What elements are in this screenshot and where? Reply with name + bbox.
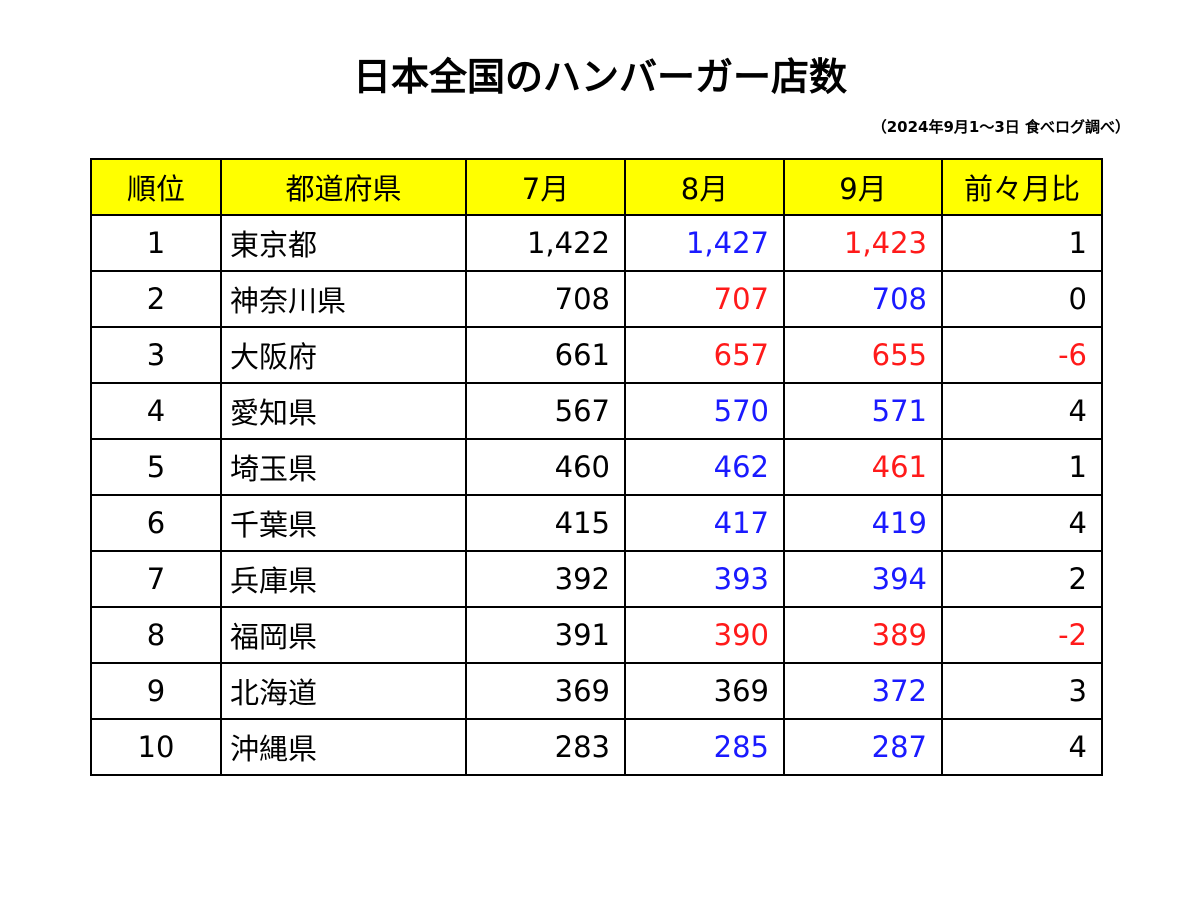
rank-cell: 1 — [90, 214, 222, 272]
july-count-cell: 369 — [465, 662, 626, 720]
prefecture-cell: 神奈川県 — [220, 270, 467, 328]
september-count-cell: 287 — [783, 718, 943, 776]
august-count-cell: 1,427 — [624, 214, 785, 272]
rank-cell: 7 — [90, 550, 222, 608]
rank-cell: 4 — [90, 382, 222, 440]
august-count-cell: 393 — [624, 550, 785, 608]
prefecture-cell: 大阪府 — [220, 326, 467, 384]
rank-cell: 3 — [90, 326, 222, 384]
diff-cell: -2 — [941, 606, 1103, 664]
prefecture-cell: 千葉県 — [220, 494, 467, 552]
august-count-cell: 570 — [624, 382, 785, 440]
september-count-cell: 708 — [783, 270, 943, 328]
prefecture-cell: 福岡県 — [220, 606, 467, 664]
diff-cell: 4 — [941, 494, 1103, 552]
july-count-cell: 1,422 — [465, 214, 626, 272]
table-row: 4 愛知県 567 570 571 4 — [90, 382, 1103, 440]
july-count-cell: 708 — [465, 270, 626, 328]
table-row: 9 北海道 369 369 372 3 — [90, 662, 1103, 720]
july-count-cell: 283 — [465, 718, 626, 776]
july-count-cell: 567 — [465, 382, 626, 440]
table-row: 2 神奈川県 708 707 708 0 — [90, 270, 1103, 328]
september-count-cell: 461 — [783, 438, 943, 496]
header-two-month-diff: 前々月比 — [941, 158, 1103, 216]
september-count-cell: 389 — [783, 606, 943, 664]
header-september: 9月 — [783, 158, 943, 216]
header-rank: 順位 — [90, 158, 222, 216]
header-july: 7月 — [465, 158, 626, 216]
diff-cell: 1 — [941, 438, 1103, 496]
diff-cell: -6 — [941, 326, 1103, 384]
september-count-cell: 419 — [783, 494, 943, 552]
rank-cell: 5 — [90, 438, 222, 496]
prefecture-cell: 沖縄県 — [220, 718, 467, 776]
header-august: 8月 — [624, 158, 785, 216]
september-count-cell: 571 — [783, 382, 943, 440]
burger-store-table: 順位 都道府県 7月 8月 9月 前々月比 1 東京都 1,422 1,427 1,42… — [90, 158, 1103, 776]
august-count-cell: 462 — [624, 438, 785, 496]
august-count-cell: 657 — [624, 326, 785, 384]
rank-cell: 10 — [90, 718, 222, 776]
prefecture-cell: 愛知県 — [220, 382, 467, 440]
prefecture-cell: 兵庫県 — [220, 550, 467, 608]
table-row: 6 千葉県 415 417 419 4 — [90, 494, 1103, 552]
august-count-cell: 369 — [624, 662, 785, 720]
july-count-cell: 391 — [465, 606, 626, 664]
page-title: 日本全国のハンバーガー店数 — [352, 55, 847, 99]
table-row: 8 福岡県 391 390 389 -2 — [90, 606, 1103, 664]
july-count-cell: 661 — [465, 326, 626, 384]
july-count-cell: 392 — [465, 550, 626, 608]
prefecture-cell: 東京都 — [220, 214, 467, 272]
table-row: 3 大阪府 661 657 655 -6 — [90, 326, 1103, 384]
rank-cell: 2 — [90, 270, 222, 328]
diff-cell: 1 — [941, 214, 1103, 272]
rank-cell: 6 — [90, 494, 222, 552]
prefecture-cell: 埼玉県 — [220, 438, 467, 496]
diff-cell: 4 — [941, 718, 1103, 776]
july-count-cell: 460 — [465, 438, 626, 496]
prefecture-cell: 北海道 — [220, 662, 467, 720]
august-count-cell: 285 — [624, 718, 785, 776]
september-count-cell: 372 — [783, 662, 943, 720]
diff-cell: 4 — [941, 382, 1103, 440]
table-header-row: 順位 都道府県 7月 8月 9月 前々月比 — [90, 158, 1103, 216]
diff-cell: 3 — [941, 662, 1103, 720]
header-prefecture: 都道府県 — [220, 158, 467, 216]
september-count-cell: 1,423 — [783, 214, 943, 272]
diff-cell: 0 — [941, 270, 1103, 328]
rank-cell: 9 — [90, 662, 222, 720]
rank-cell: 8 — [90, 606, 222, 664]
july-count-cell: 415 — [465, 494, 626, 552]
table-row: 1 東京都 1,422 1,427 1,423 1 — [90, 214, 1103, 272]
september-count-cell: 394 — [783, 550, 943, 608]
august-count-cell: 707 — [624, 270, 785, 328]
table-row: 5 埼玉県 460 462 461 1 — [90, 438, 1103, 496]
source-note: （2024年9月1～3日 食べログ調べ） — [871, 118, 1130, 136]
diff-cell: 2 — [941, 550, 1103, 608]
table-row: 10 沖縄県 283 285 287 4 — [90, 718, 1103, 776]
table-body: 1 東京都 1,422 1,427 1,423 1 2 神奈川県 708 707 708 0 3 大阪府 6… — [90, 214, 1103, 776]
august-count-cell: 417 — [624, 494, 785, 552]
august-count-cell: 390 — [624, 606, 785, 664]
september-count-cell: 655 — [783, 326, 943, 384]
table-row: 7 兵庫県 392 393 394 2 — [90, 550, 1103, 608]
